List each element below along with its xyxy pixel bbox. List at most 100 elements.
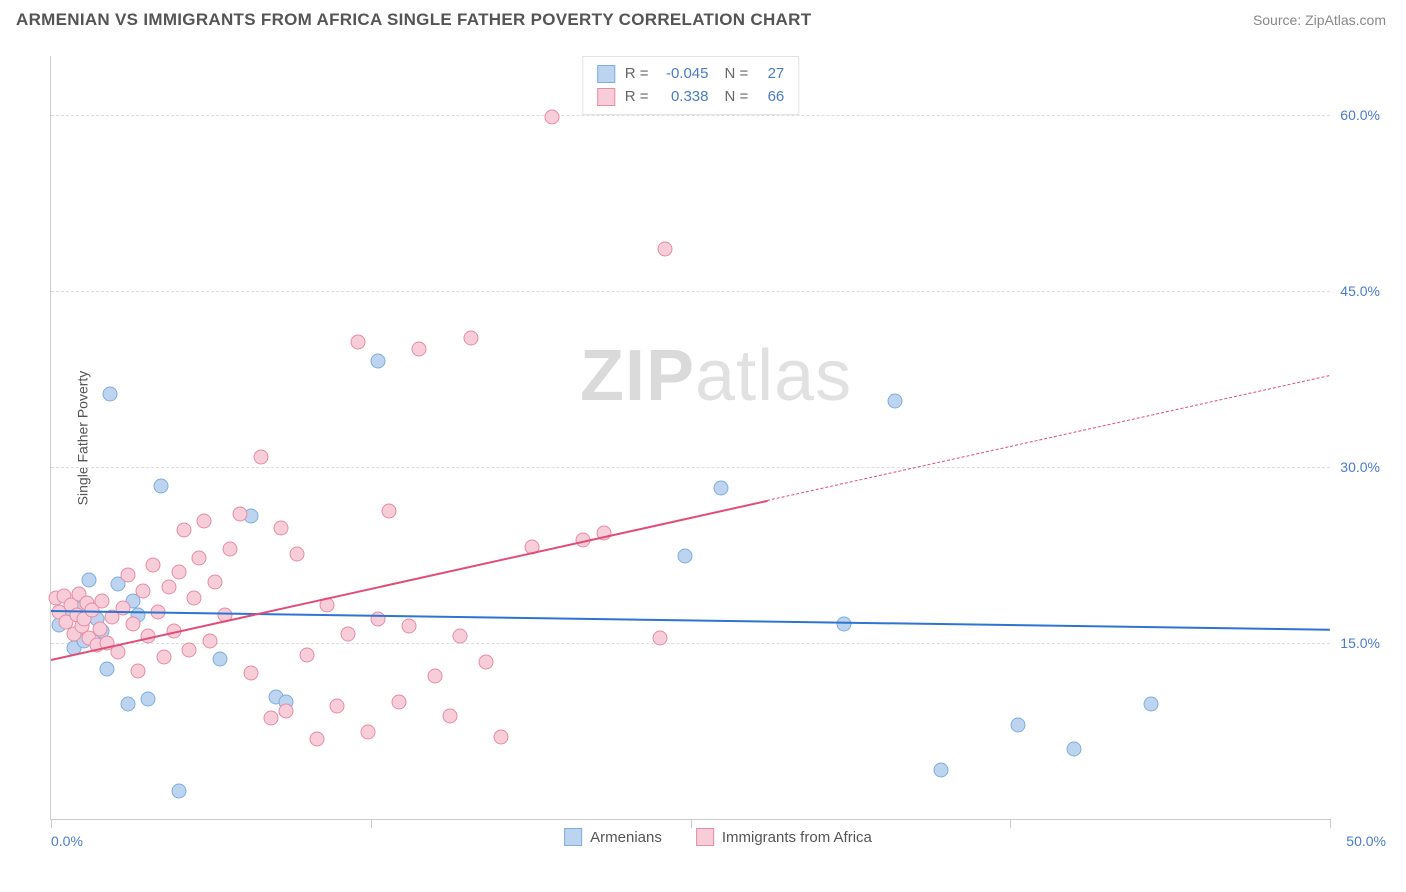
data-point	[934, 762, 949, 777]
data-point	[212, 652, 227, 667]
data-point	[310, 732, 325, 747]
stat-n-value-1: 27	[758, 63, 784, 86]
data-point	[120, 567, 135, 582]
y-tick-label: 30.0%	[1334, 459, 1380, 475]
data-point	[412, 342, 427, 357]
data-point	[223, 542, 238, 557]
chart-title: ARMENIAN VS IMMIGRANTS FROM AFRICA SINGL…	[16, 10, 811, 30]
data-point	[402, 619, 417, 634]
data-point	[207, 574, 222, 589]
legend-item: Armenians	[564, 828, 662, 846]
chart-header: ARMENIAN VS IMMIGRANTS FROM AFRICA SINGL…	[0, 0, 1406, 36]
legend-label: Armenians	[590, 829, 662, 846]
data-point	[182, 642, 197, 657]
trend-line-projected	[767, 375, 1330, 501]
data-point	[371, 354, 386, 369]
data-point	[494, 729, 509, 744]
data-point	[657, 241, 672, 256]
data-point	[289, 546, 304, 561]
data-point	[100, 661, 115, 676]
data-point	[233, 506, 248, 521]
data-point	[177, 523, 192, 538]
data-point	[192, 551, 207, 566]
data-point	[202, 633, 217, 648]
gridline	[51, 291, 1330, 292]
data-point	[82, 572, 97, 587]
chart-container: ZIPatlas R = -0.045 N = 27 R = 0.338 N =…	[50, 56, 1386, 846]
data-point	[361, 725, 376, 740]
data-point	[453, 628, 468, 643]
legend-series: Armenians Immigrants from Africa	[564, 828, 872, 846]
data-point	[836, 617, 851, 632]
data-point	[714, 480, 729, 495]
data-point	[427, 668, 442, 683]
trend-line	[51, 610, 1330, 631]
swatch-africa	[696, 828, 714, 846]
data-point	[652, 631, 667, 646]
data-point	[350, 335, 365, 350]
legend-label: Immigrants from Africa	[722, 829, 872, 846]
data-point	[92, 621, 107, 636]
data-point	[340, 626, 355, 641]
data-point	[125, 617, 140, 632]
data-point	[463, 330, 478, 345]
data-point	[171, 783, 186, 798]
data-point	[545, 110, 560, 125]
legend-stats-row: R = -0.045 N = 27	[597, 63, 785, 86]
y-tick-label: 15.0%	[1334, 635, 1380, 651]
data-point	[279, 704, 294, 719]
data-point	[678, 549, 693, 564]
data-point	[274, 520, 289, 535]
data-point	[156, 650, 171, 665]
data-point	[263, 711, 278, 726]
data-point	[243, 666, 258, 681]
data-point	[1010, 718, 1025, 733]
data-point	[130, 664, 145, 679]
stat-r-label: R =	[625, 86, 649, 109]
data-point	[391, 694, 406, 709]
data-point	[299, 647, 314, 662]
data-point	[102, 387, 117, 402]
y-tick-label: 45.0%	[1334, 283, 1380, 299]
data-point	[381, 504, 396, 519]
stat-r-label: R =	[625, 63, 649, 86]
y-axis-label: Single Father Poverty	[74, 370, 90, 505]
gridline	[51, 467, 1330, 468]
x-tick	[371, 819, 372, 828]
data-point	[153, 478, 168, 493]
legend-stats: R = -0.045 N = 27 R = 0.338 N = 66	[582, 56, 800, 115]
data-point	[95, 593, 110, 608]
watermark: ZIPatlas	[580, 335, 852, 417]
stat-r-value-2: 0.338	[659, 86, 709, 109]
data-point	[443, 708, 458, 723]
x-tick	[1330, 819, 1331, 828]
data-point	[146, 558, 161, 573]
data-point	[141, 692, 156, 707]
x-tick	[51, 819, 52, 828]
x-tick	[1010, 819, 1011, 828]
data-point	[171, 565, 186, 580]
x-tick-label: 0.0%	[51, 833, 83, 849]
data-point	[161, 579, 176, 594]
x-tick-label: 50.0%	[1346, 833, 1386, 849]
swatch-armenians	[564, 828, 582, 846]
swatch-series-1	[597, 65, 615, 83]
stat-r-value-1: -0.045	[659, 63, 709, 86]
x-tick	[691, 819, 692, 828]
data-point	[330, 699, 345, 714]
data-point	[888, 394, 903, 409]
stat-n-label: N =	[725, 86, 749, 109]
data-point	[136, 584, 151, 599]
legend-stats-row: R = 0.338 N = 66	[597, 86, 785, 109]
stat-n-value-2: 66	[758, 86, 784, 109]
gridline	[51, 643, 1330, 644]
data-point	[187, 591, 202, 606]
data-point	[1067, 741, 1082, 756]
swatch-series-2	[597, 88, 615, 106]
chart-source: Source: ZipAtlas.com	[1253, 12, 1386, 28]
data-point	[120, 696, 135, 711]
data-point	[197, 513, 212, 528]
y-tick-label: 60.0%	[1334, 107, 1380, 123]
legend-item: Immigrants from Africa	[696, 828, 872, 846]
data-point	[478, 654, 493, 669]
